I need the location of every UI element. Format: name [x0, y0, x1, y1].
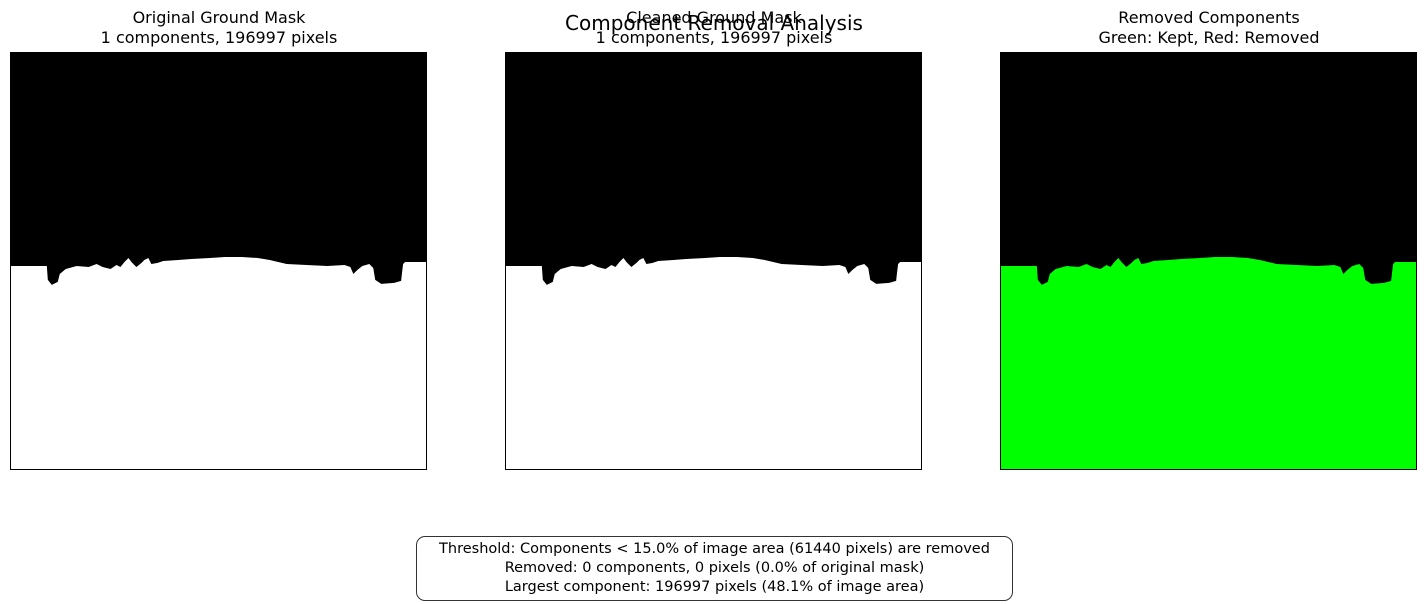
cleaned-mask-svg — [506, 53, 921, 469]
removed-line: Removed: 0 components, 0 pixels (0.0% of… — [504, 560, 925, 576]
threshold-line: Threshold: Components < 15.0% of image a… — [439, 541, 990, 557]
removed-components-svg — [1001, 53, 1416, 469]
panel-title-original-subtitle: 1 components, 196997 pixels — [100, 28, 338, 47]
panel-title-cleaned-heading: Cleaned Ground Mask — [626, 8, 802, 27]
largest-component-line: Largest component: 196997 pixels (48.1% … — [504, 579, 925, 595]
kept-region — [1001, 257, 1416, 469]
panel-title-removed: Removed Components Green: Kept, Red: Rem… — [1000, 8, 1418, 48]
panel-title-cleaned-subtitle: 1 components, 196997 pixels — [595, 28, 833, 47]
original-mask-svg — [11, 53, 426, 469]
cleaned-mask-image — [505, 52, 922, 470]
panel-title-removed-subtitle: Green: Kept, Red: Removed — [1098, 28, 1320, 47]
panel-title-cleaned: Cleaned Ground Mask 1 components, 196997… — [505, 8, 923, 48]
ground-region — [506, 257, 921, 469]
figure-title: Component Removal Analysis — [565, 11, 863, 35]
panel-title-original: Original Ground Mask 1 components, 19699… — [10, 8, 428, 48]
original-mask-image — [10, 52, 427, 470]
panel-title-removed-heading: Removed Components — [1118, 8, 1300, 27]
threshold-info-box: Threshold: Components < 15.0% of image a… — [416, 536, 1013, 601]
removed-components-image — [1000, 52, 1417, 470]
ground-region — [11, 257, 426, 469]
panel-title-original-heading: Original Ground Mask — [132, 8, 306, 27]
